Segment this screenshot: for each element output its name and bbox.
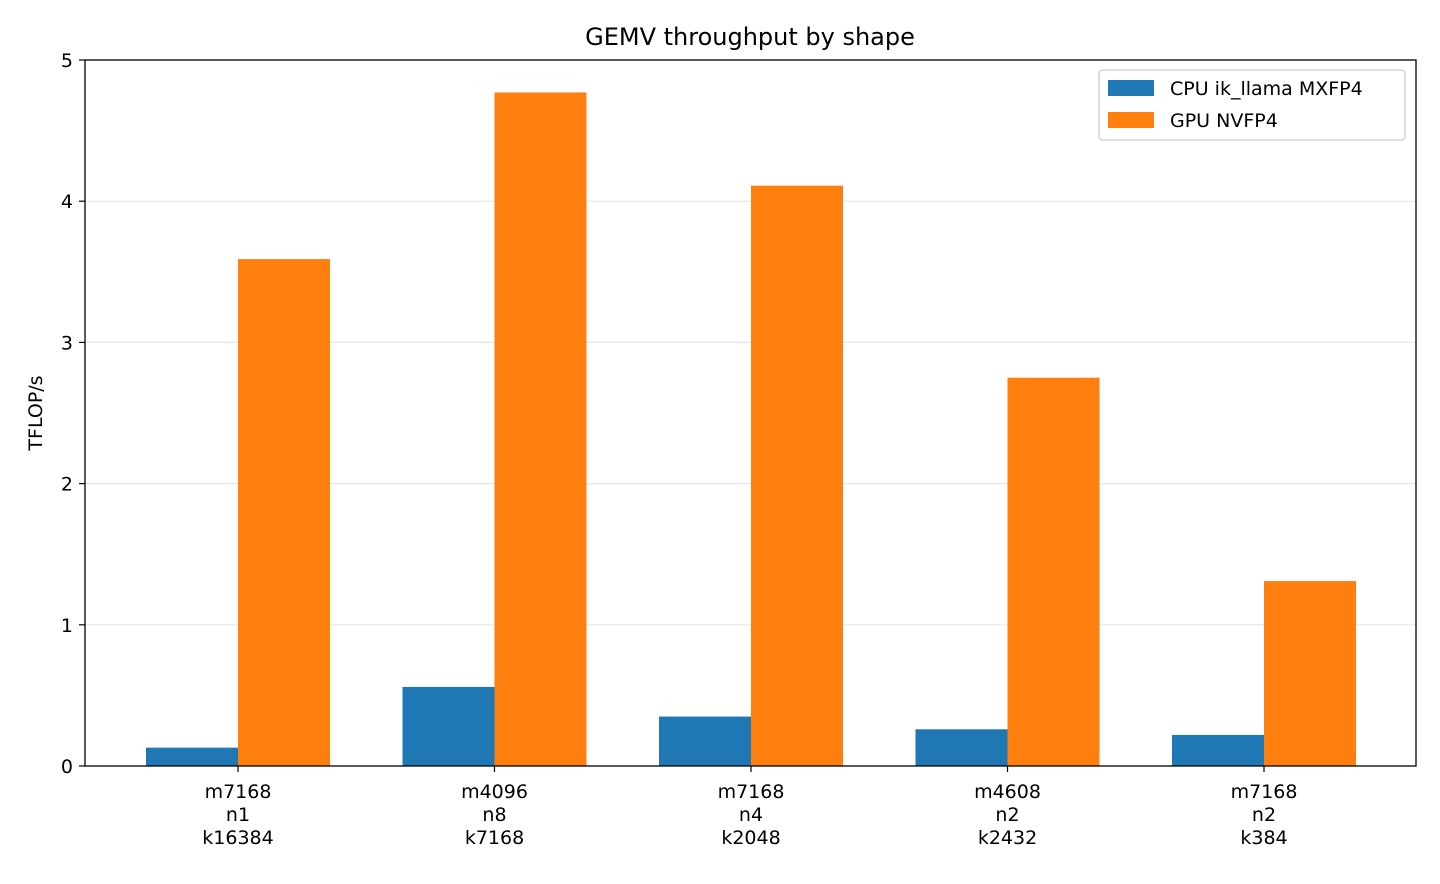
- x-tick-label: k2048: [721, 827, 780, 849]
- bars: [146, 92, 1356, 767]
- x-tick-label: n8: [482, 804, 506, 826]
- gpu-bar: [1264, 581, 1356, 766]
- y-tick-label: 5: [61, 50, 73, 72]
- y-tick-label: 4: [61, 191, 73, 213]
- gpu-bar: [494, 92, 587, 766]
- x-tick-label: m7168: [1231, 781, 1298, 803]
- x-tick-label: n4: [739, 804, 763, 826]
- legend-swatch-gpu: [1108, 112, 1154, 128]
- x-tick-label: m7168: [718, 781, 785, 803]
- cpu-bar: [402, 686, 495, 766]
- x-tick-label: n2: [995, 804, 1019, 826]
- x-tick-label: m7168: [205, 781, 272, 803]
- x-tick-label: m4096: [461, 781, 528, 803]
- y-axis-ticks: 0 1 2 3 4 5: [61, 50, 85, 778]
- y-axis-label: TFLOP/s: [25, 375, 47, 451]
- legend: CPU ik_llama MXFP4 GPU NVFP4: [1098, 69, 1406, 141]
- legend-frame: [1098, 69, 1406, 141]
- x-tick-label: n1: [226, 804, 250, 826]
- gpu-bar: [1007, 377, 1100, 766]
- y-tick-label: 1: [61, 615, 73, 637]
- cpu-bar: [659, 716, 751, 766]
- y-tick-label: 2: [61, 474, 73, 496]
- y-tick-label: 0: [61, 756, 73, 778]
- x-tick-label: k2432: [978, 827, 1037, 849]
- cpu-bar: [146, 747, 238, 766]
- gpu-bar: [751, 185, 843, 767]
- legend-label-cpu: CPU ik_llama MXFP4: [1170, 78, 1363, 100]
- legend-label-gpu: GPU NVFP4: [1170, 110, 1278, 132]
- cpu-bar: [1172, 734, 1264, 766]
- y-tick-label: 3: [61, 332, 73, 354]
- x-tick-label: k7168: [465, 827, 524, 849]
- x-tick-label: k384: [1240, 827, 1287, 849]
- chart-title: GEMV throughput by shape: [585, 23, 915, 51]
- x-axis-ticks: m7168n1k16384m4096n8k7168m7168n4k2048m46…: [202, 766, 1297, 849]
- gpu-bar: [238, 259, 330, 766]
- x-tick-label: n2: [1252, 804, 1276, 826]
- x-tick-label: k16384: [202, 827, 273, 849]
- x-tick-label: m4608: [974, 781, 1041, 803]
- legend-swatch-cpu: [1108, 80, 1154, 96]
- cpu-bar: [915, 729, 1008, 766]
